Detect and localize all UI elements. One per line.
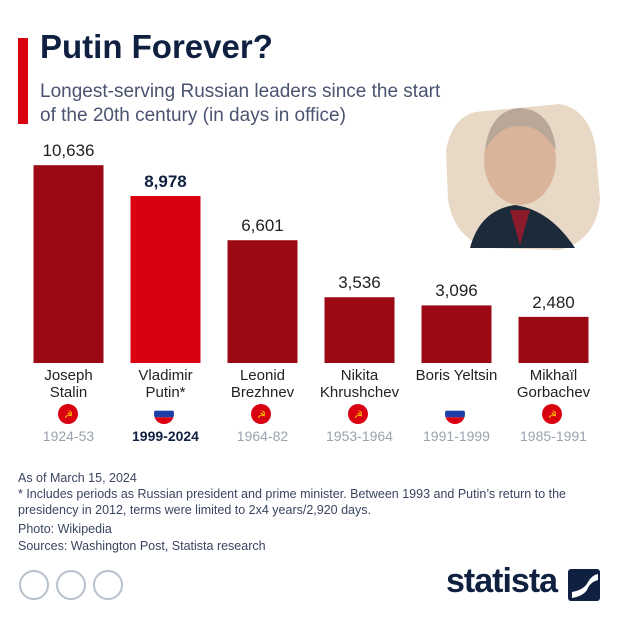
- bar: [227, 240, 298, 363]
- value-label: 10,636: [42, 141, 95, 161]
- svg-text:☭: ☭: [257, 410, 266, 421]
- logo: statista: [446, 562, 558, 600]
- category-label: Nikita Khrushchev: [319, 367, 400, 401]
- flags: ☭ ☭ ☭ ☭: [58, 404, 562, 424]
- period-label: 1985-1991: [520, 428, 587, 444]
- period-label: 1924-53: [42, 428, 95, 444]
- period-label: 1964-82: [236, 428, 289, 444]
- photo-credit: Photo: Wikipedia: [18, 522, 112, 536]
- category-label: Mikhaïl Gorbachev: [516, 367, 591, 401]
- value-label: 8,978: [144, 172, 187, 192]
- chart-subtitle: Longest-serving Russian leaders since th…: [40, 81, 441, 126]
- value-label: 6,601: [241, 216, 284, 236]
- category-label: Boris Yeltsin: [415, 367, 498, 384]
- category-label: Leonid Brezhnev: [230, 367, 295, 401]
- period-label: 1991-1999: [423, 428, 490, 444]
- value-label: 3,536: [338, 273, 381, 293]
- category-label: Vladimir Putin*: [138, 367, 193, 401]
- svg-text:☭: ☭: [354, 410, 363, 421]
- svg-text:☭: ☭: [548, 410, 557, 421]
- bar: [518, 316, 589, 363]
- bar: [421, 305, 492, 363]
- sources: Sources: Washington Post, Statista resea…: [18, 539, 266, 553]
- period-label: 1953-1964: [326, 428, 393, 444]
- svg-text:☭: ☭: [64, 410, 73, 421]
- footnote-date: As of March 15, 2024: [18, 471, 137, 485]
- bar: [33, 165, 104, 363]
- bar: [130, 196, 201, 363]
- logo-icon: [568, 569, 600, 601]
- chart-title: Putin Forever?: [40, 28, 273, 65]
- value-label: 3,096: [435, 281, 478, 301]
- footnote: * Includes periods as Russian president …: [18, 487, 567, 517]
- bar: [324, 297, 395, 363]
- period-label: 1999-2024: [132, 428, 199, 444]
- value-label: 2,480: [532, 292, 575, 312]
- photo: [446, 104, 600, 250]
- category-label: Joseph Stalin: [44, 367, 93, 401]
- accent-bar: [18, 38, 28, 124]
- cc-icons: [19, 570, 123, 600]
